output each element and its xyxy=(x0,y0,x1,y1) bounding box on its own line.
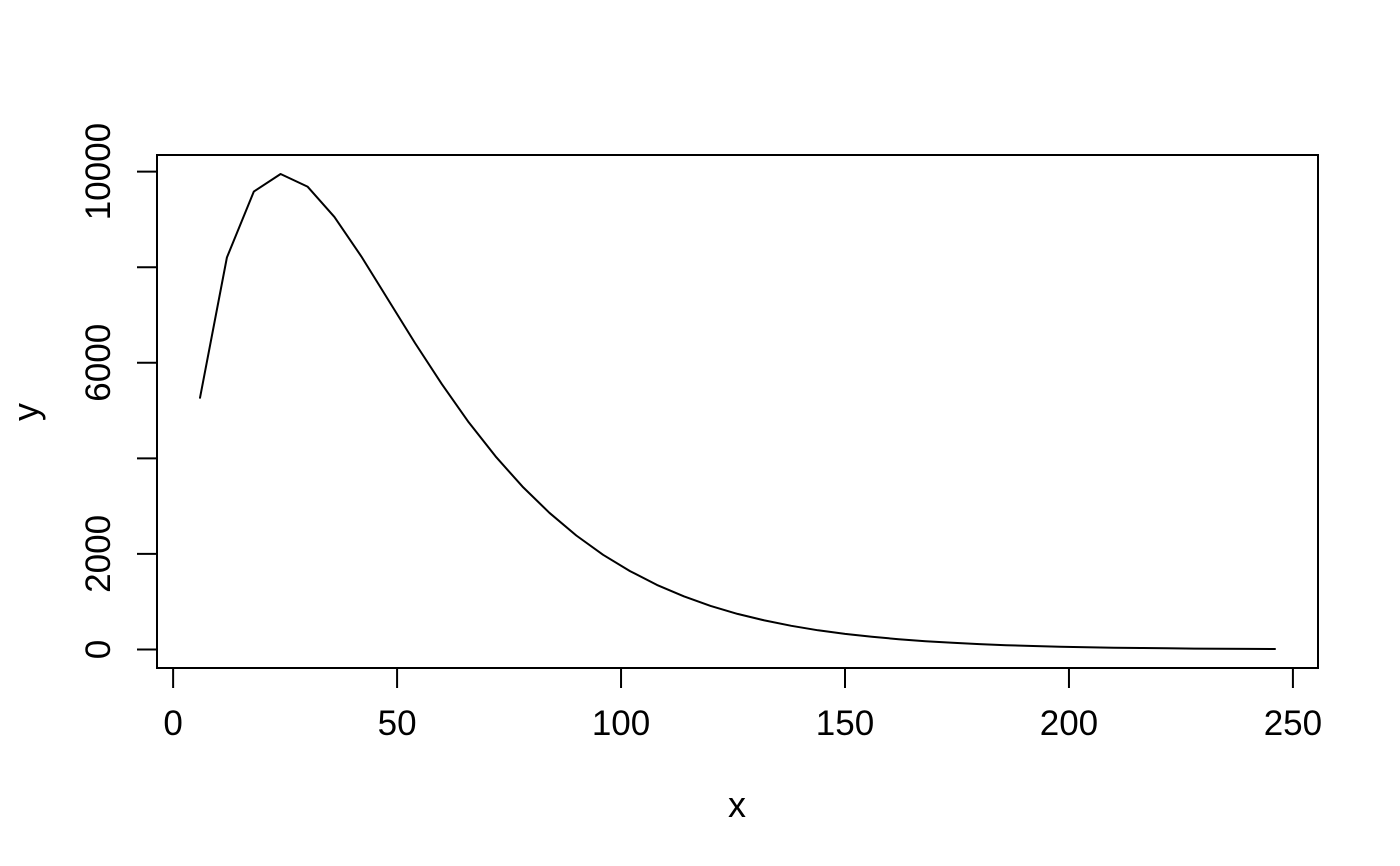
y-axis-tick-label: 0 xyxy=(79,640,118,659)
y-axis-tick-label: 6000 xyxy=(79,324,118,402)
plot-box xyxy=(156,154,1319,669)
data-series xyxy=(199,173,1276,650)
x-axis-tick-label: 150 xyxy=(816,704,874,743)
data-line xyxy=(199,173,1276,650)
y-axis: 0 2000 6000 10000 xyxy=(79,123,157,659)
y-axis-tick-label: 2000 xyxy=(79,515,118,593)
x-axis-tick-label: 0 xyxy=(163,704,182,743)
x-axis-title: x xyxy=(728,784,746,825)
y-axis-tick-label: 10000 xyxy=(79,123,118,220)
y-axis-title: y xyxy=(5,403,46,421)
x-axis-tick-label: 250 xyxy=(1264,704,1322,743)
x-axis: 0 50 100 150 200 250 xyxy=(163,668,1322,743)
x-axis-tick-label: 100 xyxy=(592,704,650,743)
x-axis-tick-label: 200 xyxy=(1040,704,1098,743)
x-axis-tick-label: 50 xyxy=(378,704,417,743)
